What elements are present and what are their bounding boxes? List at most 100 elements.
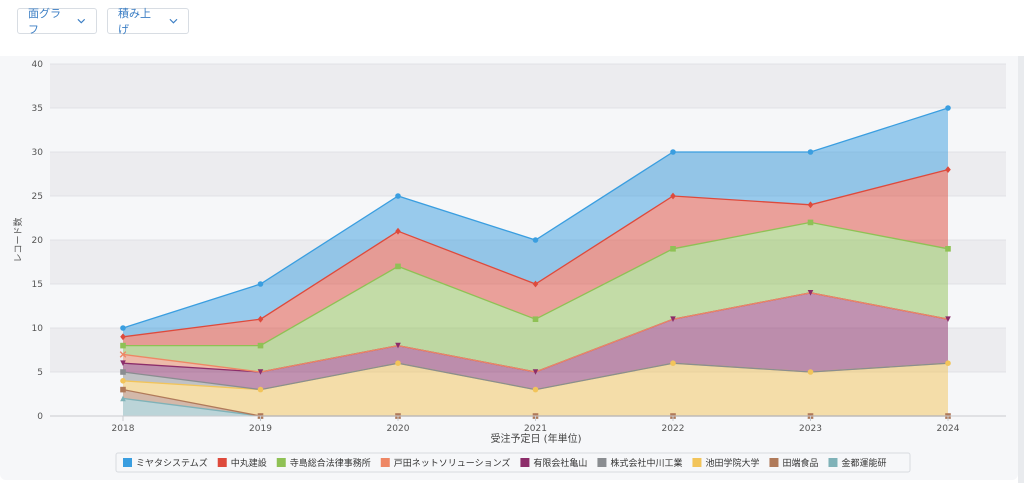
stacked-area-chart: 0 5 10 15 20 25 30 35 40 2018 2019 2020 2021 2022 202…: [12, 60, 1006, 473]
point-ミヤタシステムズ[interactable]: [945, 105, 951, 111]
point-池田学院大学[interactable]: [807, 369, 814, 375]
area-金都運能研: [123, 398, 948, 416]
y-tick-label: 40: [32, 60, 44, 70]
legend-label: 金都運能研: [841, 457, 886, 469]
point-戸田ネットソリューションズ-stroke: [119, 351, 127, 358]
point-戸田ネットソリューションズ[interactable]: [119, 351, 127, 358]
point-ミヤタシステムズ[interactable]: [807, 149, 814, 155]
y-tick-label: 30: [32, 148, 44, 158]
y-tick-label: 25: [32, 192, 43, 202]
point-寺島総合法律事務所[interactable]: [670, 246, 676, 252]
legend-label: 寺島総合法律事務所: [290, 457, 371, 469]
legend-swatch: [276, 458, 286, 467]
legend-item[interactable]: 池田学院大学: [692, 457, 759, 469]
point-寺島総合法律事務所[interactable]: [120, 342, 126, 349]
legend-label: 有限会社亀山: [533, 457, 587, 469]
point-池田学院大学[interactable]: [395, 360, 401, 367]
x-tick-label: 2024: [937, 424, 960, 434]
legend-swatch: [692, 458, 702, 467]
y-axis-label: レコード数: [12, 217, 24, 262]
legend-label: 中丸建設: [231, 457, 267, 469]
y-axis: 0 5 10 15 20 25 30 35 40: [32, 60, 44, 422]
x-tick-label: 2021: [524, 424, 547, 434]
point-有限会社亀山[interactable]: [670, 316, 676, 322]
point-有限会社亀山[interactable]: [945, 316, 951, 322]
x-tick-label: 2018: [112, 424, 135, 434]
point-寺島総合法律事務所[interactable]: [257, 342, 264, 349]
legend-swatch: [520, 458, 530, 467]
legend-item[interactable]: 株式会社中川工業: [597, 457, 682, 469]
area-有限会社亀山: [123, 292, 948, 390]
x-tick-label: 2020: [387, 424, 410, 434]
legend-item[interactable]: 田端食品: [769, 457, 818, 469]
point-ミヤタシステムズ[interactable]: [257, 281, 264, 287]
point-ミヤタシステムズ[interactable]: [395, 193, 401, 199]
toolbar: 面グラフ 積み上げ: [0, 0, 1024, 56]
legend-swatch: [769, 458, 779, 467]
legend-label: 池田学院大学: [705, 457, 759, 469]
point-有限会社亀山[interactable]: [532, 369, 539, 375]
legend-swatch: [828, 458, 838, 467]
point-寺島総合法律事務所[interactable]: [807, 219, 814, 226]
point-池田学院大学[interactable]: [945, 360, 951, 367]
point-寺島総合法律事務所[interactable]: [395, 263, 401, 270]
area-中丸建設: [123, 169, 948, 346]
point-ミヤタシステムズ[interactable]: [532, 237, 539, 243]
legend-swatch: [123, 458, 132, 467]
stack-mode-label: 積み上げ: [118, 7, 151, 36]
chart-panel: 0 5 10 15 20 25 30 35 40 2018 2019 2020 2021 2022 202…: [0, 56, 1018, 480]
point-中丸建設[interactable]: [670, 192, 676, 200]
point-中丸建設[interactable]: [532, 280, 539, 288]
point-中丸建設[interactable]: [257, 315, 264, 323]
legend-label: 株式会社中川工業: [610, 457, 682, 469]
legend-box: [115, 452, 911, 473]
point-池田学院大学[interactable]: [257, 386, 264, 393]
legend-label: 田端食品: [782, 457, 818, 469]
y-tick-label: 0: [37, 412, 43, 422]
chart-type-dropdown[interactable]: 面グラフ: [17, 7, 97, 36]
legend-item[interactable]: ミヤタシステムズ: [123, 457, 208, 469]
legend: ミヤタシステムズ 中丸建設 寺島総合法律事務所 戸田ネットソリューションズ 有限会社亀山…: [115, 452, 911, 473]
point-中丸建設[interactable]: [395, 227, 401, 235]
y-tick-label: 10: [32, 324, 44, 334]
point-中丸建設[interactable]: [120, 333, 126, 341]
point-金都運能研[interactable]: [120, 395, 126, 402]
legend-item[interactable]: 寺島総合法律事務所: [276, 457, 371, 469]
point-中丸建設[interactable]: [945, 166, 951, 173]
legend-item[interactable]: 有限会社亀山: [520, 457, 587, 469]
y-tick-label: 15: [32, 280, 43, 290]
grid-band: [50, 64, 1006, 108]
point-池田学院大学[interactable]: [670, 360, 676, 367]
point-有限会社亀山[interactable]: [395, 342, 401, 349]
y-tick-label: 35: [32, 104, 43, 114]
point-中丸建設[interactable]: [807, 201, 814, 209]
point-池田学院大学[interactable]: [532, 386, 539, 393]
point-田端食品[interactable]: [120, 386, 126, 393]
point-ミヤタシステムズ[interactable]: [670, 149, 676, 155]
legend-swatch: [597, 458, 607, 467]
series-markers: [119, 105, 951, 419]
legend-item[interactable]: 金都運能研: [828, 457, 887, 469]
area-ミヤタシステムズ: [123, 108, 948, 337]
x-tick-label: 2022: [662, 424, 685, 434]
x-axis: 2018 2019 2020 2021 2022 2023 2024: [50, 415, 1006, 434]
chart-type-label: 面グラフ: [28, 7, 61, 36]
point-寺島総合法律事務所[interactable]: [532, 316, 539, 322]
stack-mode-dropdown[interactable]: 積み上げ: [107, 7, 189, 36]
legend-label: 戸田ネットソリューションズ: [394, 457, 511, 469]
x-tick-label: 2019: [249, 424, 272, 434]
legend-swatch: [217, 458, 227, 467]
point-池田学院大学[interactable]: [120, 378, 126, 384]
y-tick-label: 5: [37, 368, 43, 378]
y-tick-label: 20: [32, 236, 44, 246]
point-有限会社亀山[interactable]: [257, 369, 264, 375]
legend-item[interactable]: 戸田ネットソリューションズ: [380, 457, 511, 469]
point-有限会社亀山[interactable]: [120, 360, 126, 366]
point-寺島総合法律事務所[interactable]: [945, 246, 951, 252]
legend-item[interactable]: 中丸建設: [217, 457, 267, 469]
point-ミヤタシステムズ[interactable]: [120, 325, 126, 331]
point-株式会社中川工業[interactable]: [120, 369, 126, 375]
point-有限会社亀山[interactable]: [807, 290, 814, 296]
x-axis-label: 受注予定日 (年単位): [491, 432, 582, 445]
scroll-edge: [1018, 56, 1024, 483]
